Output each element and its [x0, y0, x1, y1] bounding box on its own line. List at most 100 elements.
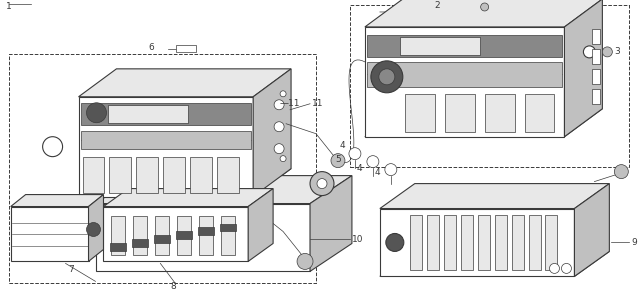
Text: 4: 4 — [357, 164, 362, 173]
Polygon shape — [477, 215, 490, 270]
Circle shape — [386, 234, 404, 251]
Polygon shape — [79, 168, 291, 197]
Circle shape — [379, 69, 395, 85]
Text: 2: 2 — [435, 1, 440, 11]
Polygon shape — [111, 244, 127, 251]
Circle shape — [86, 223, 100, 237]
Text: —11: —11 — [280, 99, 300, 108]
Polygon shape — [575, 184, 609, 277]
Polygon shape — [310, 175, 352, 271]
Circle shape — [550, 263, 559, 273]
Circle shape — [280, 91, 286, 97]
Polygon shape — [163, 157, 186, 192]
Polygon shape — [380, 251, 609, 277]
Circle shape — [331, 154, 345, 168]
Circle shape — [274, 144, 284, 154]
Circle shape — [371, 61, 403, 93]
Polygon shape — [461, 215, 473, 270]
Polygon shape — [248, 189, 273, 261]
Text: 8: 8 — [170, 282, 176, 291]
Polygon shape — [132, 239, 148, 247]
Polygon shape — [405, 94, 435, 132]
Polygon shape — [410, 215, 422, 270]
Polygon shape — [81, 103, 251, 125]
Polygon shape — [220, 223, 236, 232]
Polygon shape — [221, 215, 235, 256]
Polygon shape — [199, 215, 213, 256]
Polygon shape — [529, 215, 541, 270]
Circle shape — [385, 164, 397, 175]
Circle shape — [317, 179, 327, 189]
Polygon shape — [495, 215, 507, 270]
Polygon shape — [11, 194, 104, 206]
Polygon shape — [217, 157, 239, 192]
Polygon shape — [177, 215, 191, 256]
Polygon shape — [95, 204, 310, 271]
Polygon shape — [511, 215, 524, 270]
Polygon shape — [400, 37, 479, 55]
Circle shape — [584, 46, 595, 58]
Text: 5: 5 — [335, 155, 340, 164]
Polygon shape — [545, 215, 557, 270]
Polygon shape — [177, 232, 192, 239]
Circle shape — [481, 3, 488, 11]
Circle shape — [310, 172, 334, 196]
Text: 3: 3 — [614, 47, 620, 56]
Circle shape — [43, 137, 63, 157]
Polygon shape — [177, 45, 196, 52]
Circle shape — [614, 165, 628, 179]
Text: 4: 4 — [375, 168, 381, 177]
Polygon shape — [136, 157, 158, 192]
Text: 4: 4 — [340, 141, 346, 150]
Polygon shape — [109, 157, 131, 192]
Polygon shape — [81, 131, 251, 149]
Polygon shape — [111, 215, 125, 256]
Polygon shape — [156, 215, 170, 256]
Polygon shape — [88, 194, 104, 261]
Polygon shape — [564, 0, 602, 137]
Polygon shape — [380, 184, 609, 208]
Circle shape — [274, 100, 284, 110]
Polygon shape — [253, 69, 291, 197]
Polygon shape — [365, 27, 564, 137]
Polygon shape — [83, 157, 104, 192]
Text: 1: 1 — [6, 3, 12, 11]
Polygon shape — [427, 215, 439, 270]
Polygon shape — [154, 235, 170, 244]
Polygon shape — [365, 109, 602, 137]
Text: 6: 6 — [148, 44, 154, 52]
Polygon shape — [95, 175, 352, 204]
Polygon shape — [367, 35, 563, 57]
Polygon shape — [108, 105, 188, 123]
Circle shape — [86, 103, 106, 123]
Polygon shape — [79, 97, 253, 197]
Polygon shape — [593, 89, 600, 104]
Polygon shape — [593, 69, 600, 84]
Polygon shape — [79, 69, 291, 97]
Polygon shape — [593, 49, 600, 64]
Polygon shape — [198, 227, 214, 235]
Text: 9: 9 — [631, 238, 637, 247]
Polygon shape — [380, 208, 575, 277]
Circle shape — [349, 148, 361, 160]
Polygon shape — [593, 29, 600, 44]
Circle shape — [280, 156, 286, 162]
Text: 11: 11 — [312, 99, 323, 108]
Text: 10: 10 — [352, 235, 364, 244]
Polygon shape — [445, 94, 475, 132]
Polygon shape — [444, 215, 456, 270]
Polygon shape — [133, 215, 147, 256]
Circle shape — [297, 253, 313, 270]
Polygon shape — [525, 94, 554, 132]
Text: 7: 7 — [68, 265, 74, 274]
Polygon shape — [104, 206, 248, 261]
Polygon shape — [367, 62, 563, 87]
Polygon shape — [11, 206, 88, 261]
Polygon shape — [104, 189, 273, 206]
Polygon shape — [484, 94, 515, 132]
Circle shape — [602, 47, 612, 57]
Polygon shape — [365, 0, 602, 27]
Circle shape — [561, 263, 572, 273]
Circle shape — [274, 122, 284, 132]
Circle shape — [367, 156, 379, 168]
